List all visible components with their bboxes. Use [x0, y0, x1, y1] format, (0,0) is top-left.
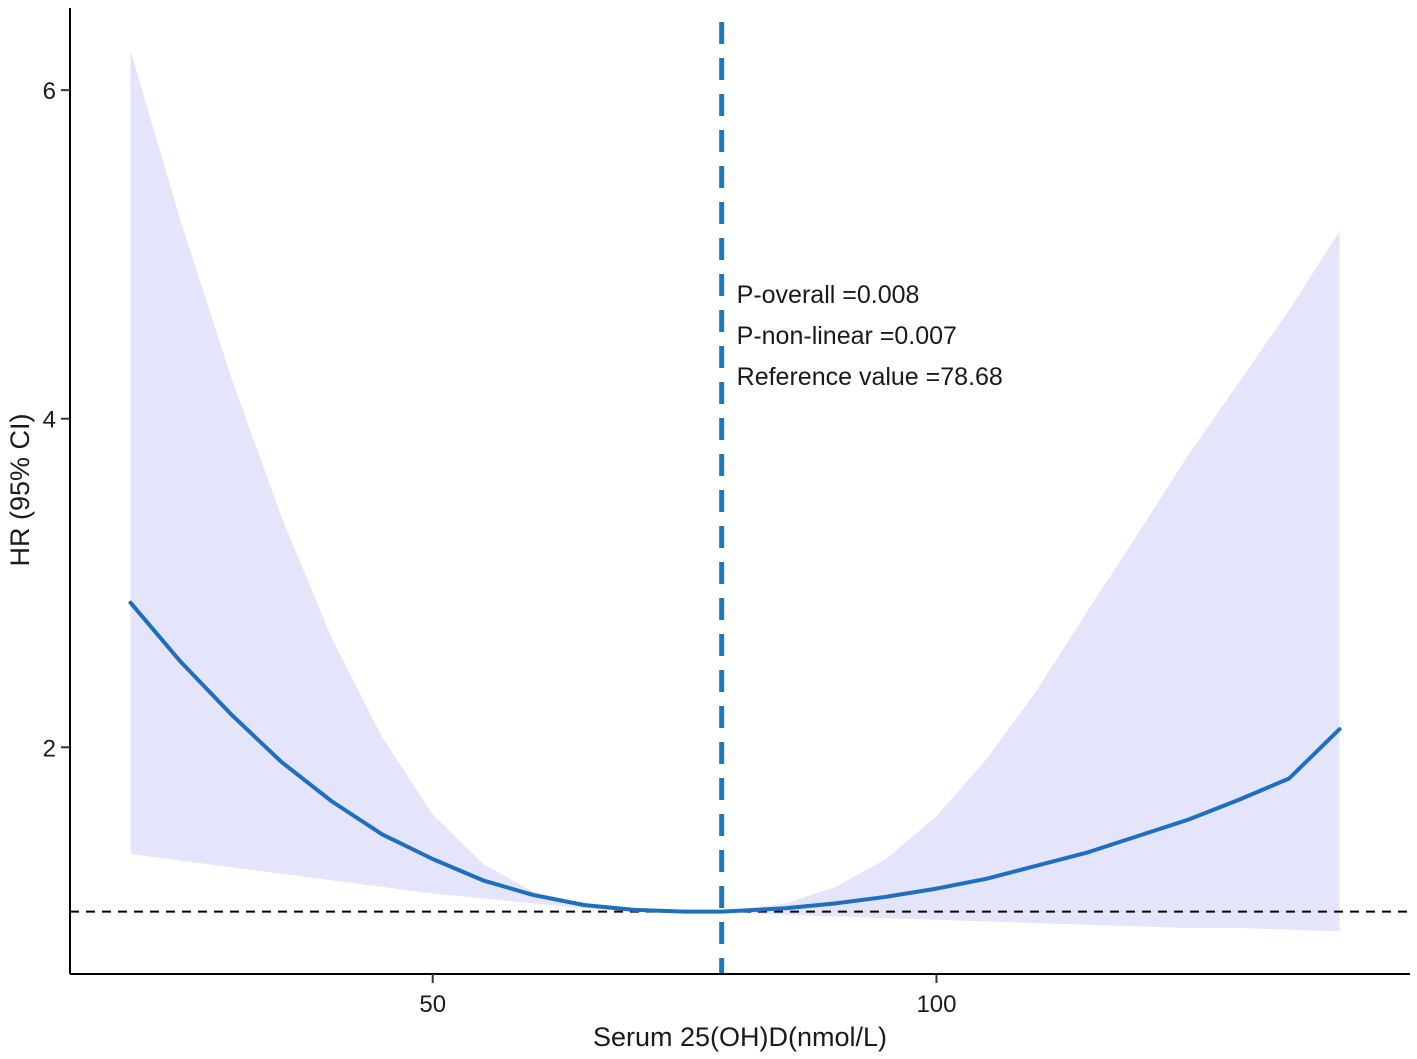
annotation-text: P-non-linear =0.007 [737, 322, 957, 350]
y-tick-label: 4 [43, 407, 56, 434]
hr-curve [128, 600, 1342, 914]
y-axis-title: HR (95% CI) [5, 413, 35, 566]
annotation-text: Reference value =78.68 [737, 363, 1003, 391]
x-axis-title: Serum 25(OH)D(nmol/L) [593, 1022, 887, 1052]
x-tick-label: 100 [916, 991, 956, 1018]
x-tick-label: 50 [419, 991, 446, 1018]
annotation-text: P-overall =0.008 [737, 281, 920, 309]
y-tick-label: 2 [43, 735, 56, 762]
y-tick-label: 6 [43, 78, 56, 105]
confidence-band [130, 50, 1340, 932]
